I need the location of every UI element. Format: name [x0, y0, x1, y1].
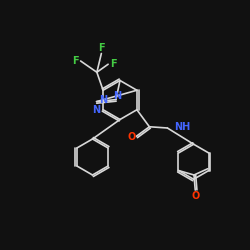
- Text: NH: NH: [174, 122, 191, 132]
- Text: N: N: [113, 91, 121, 101]
- Text: N: N: [100, 95, 108, 105]
- Text: O: O: [128, 132, 136, 142]
- Text: F: F: [98, 43, 105, 53]
- Text: F: F: [110, 59, 117, 69]
- Text: O: O: [191, 190, 199, 200]
- Text: F: F: [72, 56, 78, 66]
- Text: N: N: [92, 105, 100, 115]
